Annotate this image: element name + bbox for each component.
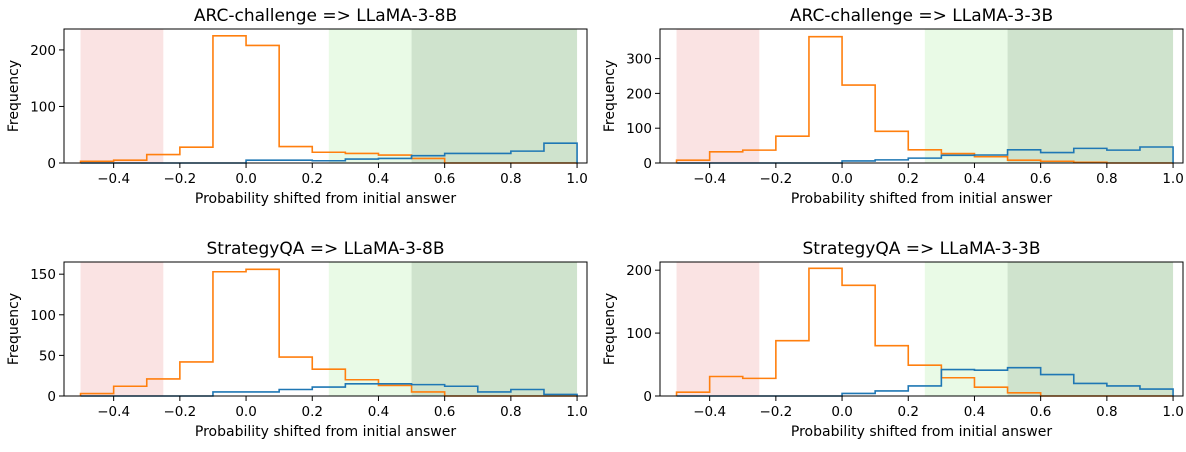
y-tick-label: 200 (30, 43, 56, 59)
x-tick-label: 1.0 (1162, 171, 1183, 187)
x-axis-label: Probability shifted from initial answer (791, 191, 1052, 207)
y-tick-label: 150 (30, 267, 56, 283)
x-tick-label: 0.2 (898, 171, 919, 187)
x-tick-label: −0.4 (97, 404, 130, 420)
y-tick-label: 100 (626, 326, 652, 342)
x-tick-label: 0.4 (368, 404, 389, 420)
shaded-region (676, 29, 760, 163)
x-tick-label: 0.6 (1030, 404, 1051, 420)
x-tick-label: −0.2 (163, 404, 196, 420)
x-tick-label: 1.0 (566, 171, 587, 187)
shaded-region (411, 262, 578, 396)
chart-title: StrategyQA => LLaMA-3-8B (207, 239, 445, 259)
y-tick-label: 0 (47, 156, 56, 172)
shaded-region (924, 262, 1008, 396)
y-tick-label: 100 (30, 99, 56, 115)
y-axis-label: Frequency (6, 293, 22, 365)
x-tick-label: 0.4 (964, 404, 985, 420)
x-tick-label: 0.0 (235, 404, 256, 420)
x-tick-label: 0.6 (434, 171, 455, 187)
x-axis-label: Probability shifted from initial answer (195, 424, 456, 440)
y-tick-label: 100 (626, 121, 652, 137)
x-tick-label: 0.0 (831, 171, 852, 187)
x-tick-label: 0.2 (302, 404, 323, 420)
x-tick-label: 0.4 (964, 171, 985, 187)
y-tick-label: 0 (643, 156, 652, 172)
axes-frame (659, 261, 1184, 397)
x-axis-label: Probability shifted from initial answer (195, 191, 456, 207)
shaded-region (1007, 262, 1174, 396)
x-tick-label: 0.4 (368, 171, 389, 187)
x-tick-label: 0.8 (500, 404, 521, 420)
x-tick-label: 0.0 (235, 171, 256, 187)
shaded-region (328, 29, 412, 163)
y-tick-label: 200 (626, 263, 652, 279)
x-tick-label: 0.6 (434, 404, 455, 420)
y-tick-label: 0 (643, 389, 652, 405)
shaded-region (80, 262, 164, 396)
histogram-series (675, 267, 1174, 397)
axes-frame (63, 261, 588, 397)
shaded-region (328, 262, 412, 396)
x-tick-label: 0.8 (1096, 171, 1117, 187)
x-tick-label: −0.2 (759, 171, 792, 187)
x-tick-label: 0.2 (302, 171, 323, 187)
chart-title: ARC-challenge => LLaMA-3-8B (194, 6, 457, 26)
chart-panel: −0.4 −0.2 0.0 0.2 0.4 0.6 0.8 1.0 0 100 200 300 ARC-… (602, 6, 1184, 207)
shaded-region (80, 29, 164, 163)
shaded-region (676, 262, 760, 396)
x-tick-label: −0.4 (693, 404, 726, 420)
y-tick-label: 50 (39, 348, 56, 364)
chart-title: ARC-challenge => LLaMA-3-3B (790, 6, 1053, 26)
x-tick-label: −0.4 (97, 171, 130, 187)
x-tick-label: 0.0 (831, 404, 852, 420)
x-tick-label: −0.4 (693, 171, 726, 187)
axes-frame (659, 28, 1184, 164)
shaded-region (924, 29, 1008, 163)
chart-title: StrategyQA => LLaMA-3-3B (803, 239, 1041, 259)
x-tick-label: −0.2 (163, 171, 196, 187)
chart-panel: −0.4 −0.2 0.0 0.2 0.4 0.6 0.8 1.0 0 100 200 Strateg… (602, 239, 1184, 440)
x-tick-label: −0.2 (759, 404, 792, 420)
histogram-series (80, 383, 578, 397)
axes-frame (63, 28, 588, 164)
chart-panel: −0.4 −0.2 0.0 0.2 0.4 0.6 0.8 1.0 0 100 200 ARC-cha… (6, 6, 588, 207)
histogram-series (675, 35, 1174, 164)
shaded-region (411, 29, 578, 163)
x-tick-label: 0.2 (898, 404, 919, 420)
y-axis-label: Frequency (602, 60, 618, 132)
histogram-series (79, 268, 578, 397)
y-tick-label: 0 (47, 389, 56, 405)
x-tick-label: 1.0 (566, 404, 587, 420)
x-tick-label: 0.8 (1096, 404, 1117, 420)
x-tick-label: 0.8 (500, 171, 521, 187)
histogram-series (79, 34, 578, 164)
y-tick-label: 100 (30, 308, 56, 324)
x-tick-label: 0.6 (1030, 171, 1051, 187)
y-axis-label: Frequency (602, 293, 618, 365)
y-tick-label: 300 (626, 52, 652, 68)
y-tick-label: 200 (626, 86, 652, 102)
y-axis-label: Frequency (6, 60, 22, 132)
chart-panel: −0.4 −0.2 0.0 0.2 0.4 0.6 0.8 1.0 0 50 100 150 Strat… (6, 239, 588, 440)
shaded-region (1007, 29, 1174, 163)
x-tick-label: 1.0 (1162, 404, 1183, 420)
x-axis-label: Probability shifted from initial answer (791, 424, 1052, 440)
